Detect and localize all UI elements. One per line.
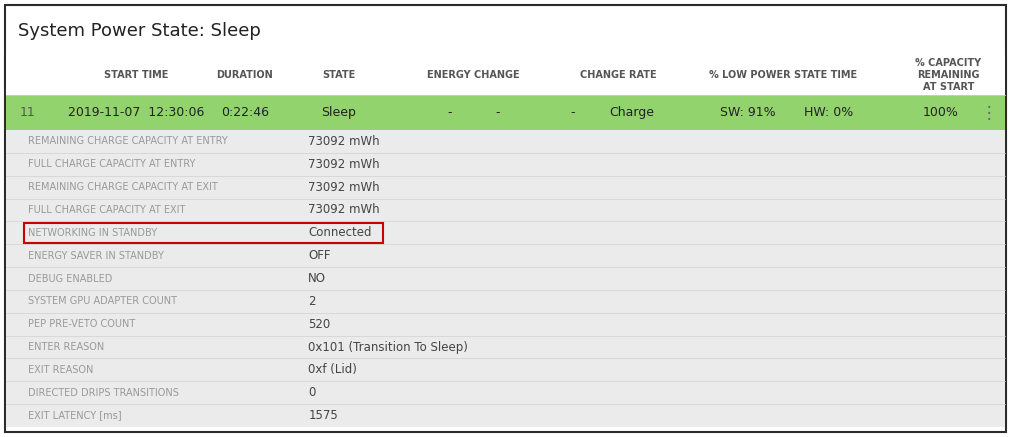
Text: PEP PRE-VETO COUNT: PEP PRE-VETO COUNT <box>28 319 135 329</box>
Text: REMAINING CHARGE CAPACITY AT EXIT: REMAINING CHARGE CAPACITY AT EXIT <box>28 182 218 192</box>
Text: 2: 2 <box>308 295 315 308</box>
Text: CHANGE RATE: CHANGE RATE <box>580 70 657 80</box>
Bar <box>6 130 1005 427</box>
Text: ⋮: ⋮ <box>981 104 997 121</box>
Text: NETWORKING IN STANDBY: NETWORKING IN STANDBY <box>28 228 158 238</box>
Text: FULL CHARGE CAPACITY AT ENTRY: FULL CHARGE CAPACITY AT ENTRY <box>28 159 196 169</box>
Text: HW: 0%: HW: 0% <box>805 106 853 119</box>
Text: 73092 mWh: 73092 mWh <box>308 158 380 171</box>
Bar <box>24 223 383 243</box>
Text: 1575: 1575 <box>308 409 338 422</box>
Text: 0xf (Lid): 0xf (Lid) <box>308 364 357 376</box>
Text: START TIME: START TIME <box>104 70 169 80</box>
Text: -: - <box>448 106 452 119</box>
Text: REMAINING CHARGE CAPACITY AT ENTRY: REMAINING CHARGE CAPACITY AT ENTRY <box>28 136 228 146</box>
Text: Sleep: Sleep <box>321 106 356 119</box>
Text: 73092 mWh: 73092 mWh <box>308 180 380 194</box>
Text: STATE: STATE <box>323 70 355 80</box>
Text: 520: 520 <box>308 318 331 331</box>
Text: -: - <box>570 106 574 119</box>
Text: ENERGY SAVER IN STANDBY: ENERGY SAVER IN STANDBY <box>28 251 164 260</box>
Text: System Power State: Sleep: System Power State: Sleep <box>18 22 261 40</box>
Text: ENTER REASON: ENTER REASON <box>28 342 104 352</box>
Text: 0:22:46: 0:22:46 <box>220 106 269 119</box>
Text: DURATION: DURATION <box>216 70 273 80</box>
Text: NO: NO <box>308 272 327 285</box>
Text: Charge: Charge <box>610 106 654 119</box>
Text: 11: 11 <box>20 106 35 119</box>
Text: 73092 mWh: 73092 mWh <box>308 135 380 148</box>
Bar <box>6 55 1005 95</box>
Text: OFF: OFF <box>308 249 331 262</box>
Text: 0x101 (Transition To Sleep): 0x101 (Transition To Sleep) <box>308 340 468 354</box>
Text: SW: 91%: SW: 91% <box>720 106 776 119</box>
Text: 2019-11-07  12:30:06: 2019-11-07 12:30:06 <box>69 106 204 119</box>
Text: % LOW POWER STATE TIME: % LOW POWER STATE TIME <box>710 70 857 80</box>
Text: ENERGY CHANGE: ENERGY CHANGE <box>427 70 520 80</box>
Text: % CAPACITY
REMAINING
AT START: % CAPACITY REMAINING AT START <box>915 59 982 92</box>
Text: 100%: 100% <box>922 106 958 119</box>
Text: 0: 0 <box>308 386 315 399</box>
Text: SYSTEM GPU ADAPTER COUNT: SYSTEM GPU ADAPTER COUNT <box>28 296 177 306</box>
Text: EXIT REASON: EXIT REASON <box>28 365 94 375</box>
Text: FULL CHARGE CAPACITY AT EXIT: FULL CHARGE CAPACITY AT EXIT <box>28 205 186 215</box>
Text: -: - <box>495 106 499 119</box>
Text: DEBUG ENABLED: DEBUG ENABLED <box>28 274 112 284</box>
Text: 73092 mWh: 73092 mWh <box>308 204 380 216</box>
Bar <box>6 95 1005 130</box>
Text: DIRECTED DRIPS TRANSITIONS: DIRECTED DRIPS TRANSITIONS <box>28 388 179 398</box>
Text: EXIT LATENCY [ms]: EXIT LATENCY [ms] <box>28 411 122 420</box>
Text: Connected: Connected <box>308 226 372 239</box>
